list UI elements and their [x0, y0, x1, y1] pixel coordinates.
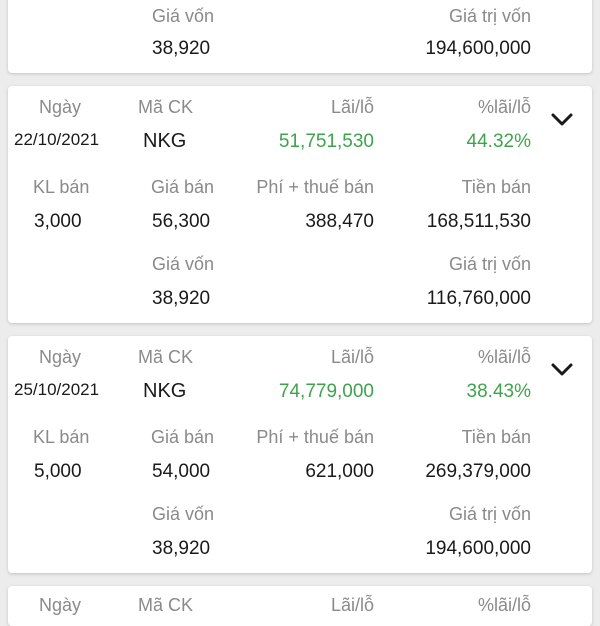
date-value: 22/10/2021	[14, 130, 100, 149]
profit-label: Lãi/lỗ	[330, 97, 374, 117]
transaction-card-partial: Ngày Mã CK Lãi/lỗ %lãi/lỗ	[8, 586, 592, 626]
symbol-label: Mã CK	[138, 347, 194, 367]
cost-value-value: 194,600,000	[425, 38, 531, 59]
profit-pct-label: %lãi/lỗ	[477, 347, 531, 367]
cost-price-label: Giá vốn	[152, 504, 215, 524]
qty-label: KL bán	[33, 177, 90, 197]
cost-price-value: 38,920	[152, 38, 211, 59]
cost-price-label: Giá vốn	[152, 6, 215, 26]
sell-amount-label: Tiền bán	[461, 427, 531, 447]
sell-amount-value: 269,379,000	[425, 461, 531, 482]
qty-value: 3,000	[34, 211, 82, 232]
symbol-label: Mã CK	[138, 595, 194, 615]
profit-value: 74,779,000	[278, 381, 374, 402]
date-label: Ngày	[39, 97, 82, 117]
sell-price-label: Giá bán	[151, 177, 215, 197]
profit-label: Lãi/lỗ	[330, 347, 374, 367]
cost-value-label: Giá trị vốn	[448, 504, 531, 524]
transaction-card-partial: Giá vốn Giá trị vốn 38,920 194,600,000	[8, 0, 592, 73]
profit-value: 51,751,530	[278, 131, 374, 152]
sell-price-value: 56,300	[152, 211, 211, 232]
sell-price-value: 54,000	[152, 461, 211, 482]
sell-amount-value: 168,511,530	[426, 211, 531, 232]
symbol-value: NKG	[143, 130, 187, 152]
date-value: 25/10/2021	[14, 380, 100, 399]
profit-pct-label: %lãi/lỗ	[477, 97, 531, 117]
cost-value-value: 116,760,000	[426, 288, 531, 309]
transaction-card[interactable]: Ngày Mã CK Lãi/lỗ %lãi/lỗ 25/10/2021 NKG…	[8, 336, 592, 573]
sell-price-label: Giá bán	[151, 427, 215, 447]
profit-pct-value: 44.32%	[466, 131, 531, 152]
qty-value: 5,000	[34, 461, 82, 482]
fee-tax-value: 621,000	[305, 461, 374, 482]
fee-tax-label: Phí + thuế bán	[256, 427, 374, 447]
cost-value-label: Giá trị vốn	[448, 6, 531, 26]
cost-price-value: 38,920	[152, 538, 211, 559]
date-label: Ngày	[39, 347, 82, 367]
fee-tax-label: Phí + thuế bán	[256, 177, 374, 197]
chevron-down-icon[interactable]	[550, 362, 574, 378]
cost-value-value: 194,600,000	[425, 538, 531, 559]
transaction-card[interactable]: Ngày Mã CK Lãi/lỗ %lãi/lỗ 22/10/2021 NKG…	[8, 86, 592, 323]
sell-amount-label: Tiền bán	[461, 177, 531, 197]
profit-pct-value: 38.43%	[466, 381, 531, 402]
chevron-down-icon[interactable]	[550, 112, 574, 128]
symbol-value: NKG	[143, 380, 187, 402]
profit-pct-label: %lãi/lỗ	[477, 595, 531, 615]
cost-value-label: Giá trị vốn	[448, 254, 531, 274]
profit-label: Lãi/lỗ	[330, 595, 374, 615]
qty-label: KL bán	[33, 427, 90, 447]
date-label: Ngày	[39, 595, 82, 615]
symbol-label: Mã CK	[138, 97, 194, 117]
cost-price-value: 38,920	[152, 288, 211, 309]
fee-tax-value: 388,470	[305, 211, 374, 232]
cost-price-label: Giá vốn	[152, 254, 215, 274]
